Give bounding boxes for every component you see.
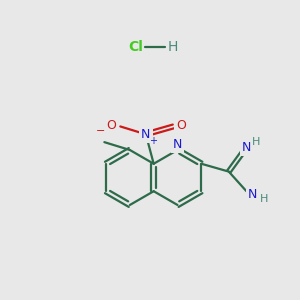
- Text: O: O: [106, 119, 116, 132]
- Text: N: N: [242, 141, 251, 154]
- Text: N: N: [248, 188, 257, 201]
- Text: N: N: [173, 138, 182, 151]
- Text: +: +: [149, 136, 157, 146]
- Text: H: H: [260, 194, 268, 204]
- Text: H: H: [167, 40, 178, 54]
- Text: −: −: [96, 126, 105, 136]
- Text: Cl: Cl: [128, 40, 143, 54]
- Text: N: N: [141, 128, 151, 141]
- Text: H: H: [252, 137, 260, 147]
- Text: O: O: [176, 119, 186, 132]
